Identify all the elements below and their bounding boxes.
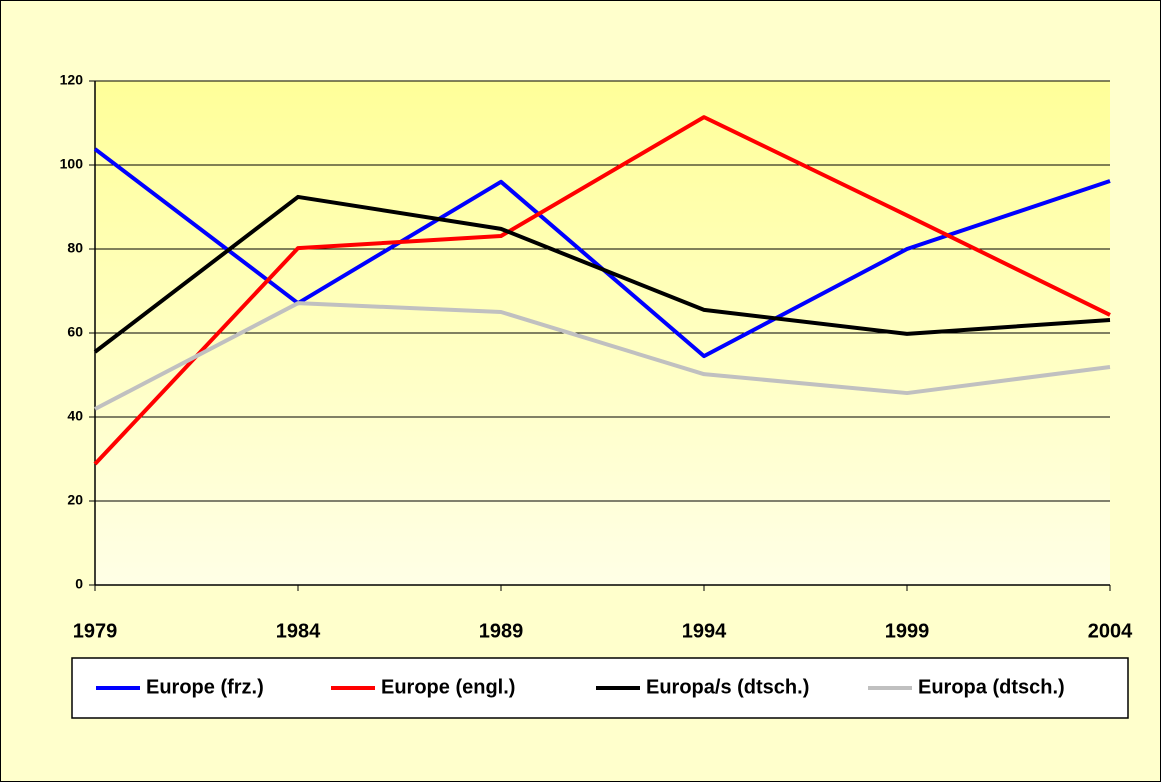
legend-label: Europa/s (dtsch.) (646, 676, 809, 698)
y-tick-label: 20 (67, 492, 83, 508)
x-tick-label: 1989 (479, 620, 524, 642)
y-tick-label: 0 (75, 576, 83, 592)
x-tick-label: 2004 (1088, 620, 1133, 642)
x-tick-label: 1999 (885, 620, 930, 642)
x-tick-label: 1994 (682, 620, 727, 642)
x-tick-label: 1984 (276, 620, 321, 642)
y-tick-label: 80 (67, 240, 83, 256)
series-line (93, 194, 1111, 354)
series-line (94, 301, 1111, 411)
x-tick-label: 1979 (73, 620, 118, 642)
legend-label: Europe (frz.) (146, 676, 264, 698)
y-tick-label: 120 (60, 72, 84, 88)
y-tick-label: 40 (67, 408, 83, 424)
y-tick-label: 60 (67, 324, 83, 340)
legend-label: Europe (engl.) (381, 676, 515, 698)
legend-label: Europa (dtsch.) (918, 676, 1065, 698)
y-tick-label: 100 (60, 156, 84, 172)
series-line (93, 115, 1111, 466)
